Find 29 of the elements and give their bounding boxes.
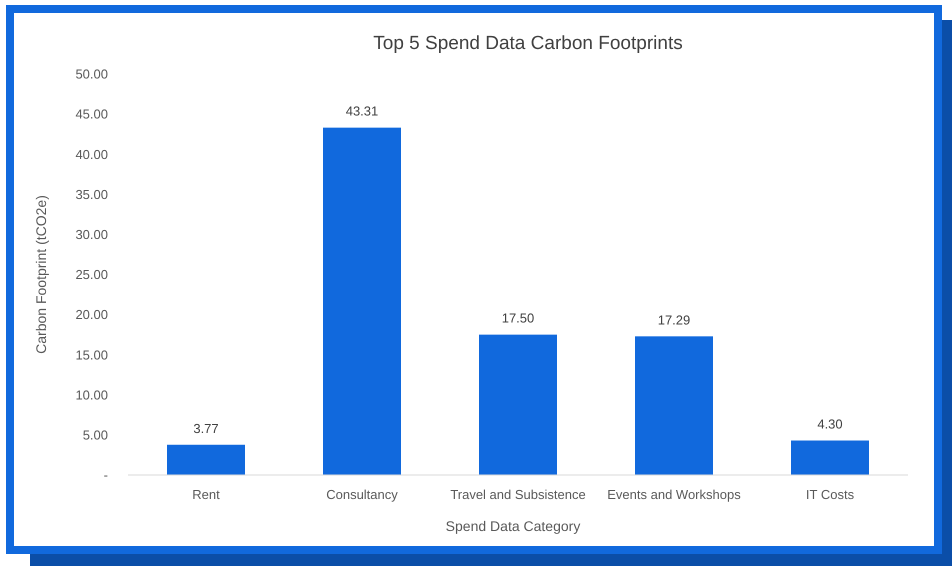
x-tick-label: IT Costs	[806, 487, 855, 502]
data-label: 17.29	[658, 312, 690, 328]
bar	[167, 444, 245, 475]
data-label: 4.30	[817, 416, 843, 432]
data-label: 3.77	[193, 420, 219, 436]
y-tick-label: 5.00	[82, 427, 108, 442]
y-tick-label: 35.00	[75, 186, 108, 202]
bar	[791, 440, 869, 475]
data-label: 43.31	[346, 104, 378, 119]
x-tick-label: Events and Workshops	[607, 487, 742, 502]
y-tick-label: 40.00	[75, 146, 108, 162]
x-tick-label: Travel and Subsistence	[450, 487, 586, 502]
data-label: 17.50	[502, 310, 534, 326]
x-tick-label: Rent	[192, 487, 220, 502]
y-tick-label: 45.00	[75, 106, 108, 122]
bar	[479, 334, 557, 475]
y-tick-label: 50.00	[75, 66, 108, 82]
y-tick-label: 30.00	[75, 226, 108, 242]
y-tick-label: 10.00	[75, 387, 108, 402]
y-tick-label: 20.00	[75, 307, 108, 322]
y-tick-label: 25.00	[75, 267, 108, 282]
bar	[635, 336, 713, 475]
y-tick-label: 15.00	[75, 347, 108, 362]
x-axis-title: Spend Data Category	[446, 518, 580, 534]
chart-title: Top 5 Spend Data Carbon Footprints	[373, 33, 683, 54]
y-axis-title: Carbon Footprint (tCO2e)	[33, 195, 49, 354]
x-tick-label: Consultancy	[326, 487, 398, 502]
y-tick-label: -	[104, 468, 108, 483]
bar	[323, 128, 401, 475]
